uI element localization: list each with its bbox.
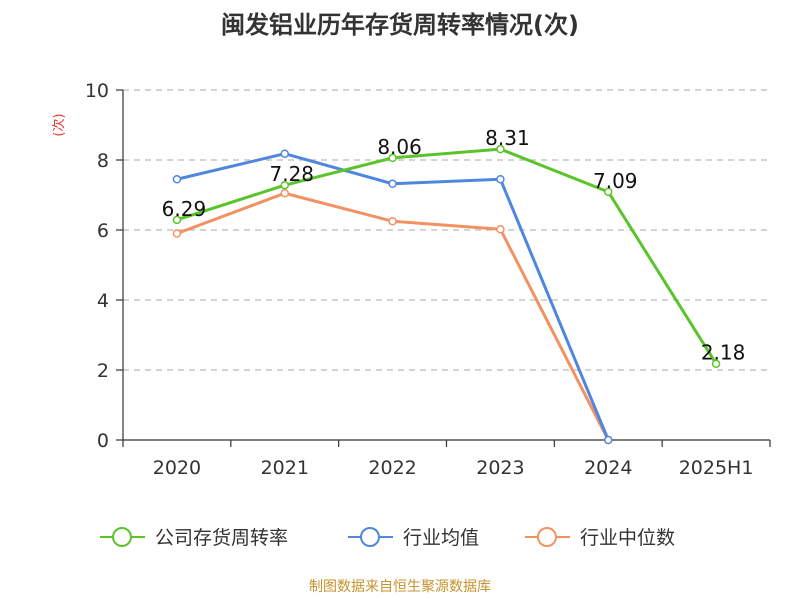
axes: 0 2 4 6 8 10 2020 2021 2022 2023 2024 2025H1 (85, 80, 771, 479)
grid (123, 89, 770, 371)
data-point (172, 175, 182, 184)
x-tick-label: 2023 (476, 457, 524, 479)
data-label: 7.09 (593, 169, 638, 193)
data-labels: 6.29 7.28 8.06 8.31 7.09 2.18 (162, 126, 746, 365)
data-point (172, 215, 182, 225)
series-line (176, 152, 610, 441)
data-point (388, 179, 397, 189)
y-tick-label: 10 (85, 80, 109, 102)
data-point (388, 217, 397, 226)
y-tick-label: 4 (97, 290, 109, 312)
y-axis-label: (次) (51, 113, 67, 136)
data-label: 2.18 (701, 341, 746, 365)
data-point (711, 359, 721, 368)
legend-marker (112, 527, 132, 547)
legend-marker (360, 527, 380, 547)
data-label: 7.28 (269, 162, 314, 186)
data-point (280, 189, 289, 198)
data-point (496, 175, 505, 184)
y-tick-label: 6 (97, 220, 109, 242)
x-tick-label: 2025H1 (679, 457, 754, 479)
data-point (496, 144, 505, 154)
data-label: 6.29 (162, 197, 207, 221)
x-tick-label: 2022 (368, 457, 416, 479)
data-point (496, 225, 505, 234)
legend-label: 公司存货周转率 (155, 527, 288, 549)
data-point (388, 153, 397, 163)
data-label: 8.06 (377, 135, 422, 159)
series-group (172, 144, 721, 445)
y-tick-label: 2 (97, 360, 109, 382)
data-point (172, 229, 182, 238)
data-point (280, 149, 289, 158)
legend-label: 行业均值 (403, 527, 479, 549)
x-tick-label: 2024 (584, 457, 632, 479)
data-point (604, 435, 613, 445)
data-point (604, 187, 613, 197)
data-label: 8.31 (485, 126, 530, 150)
legend: 公司存货周转率 行业均值 行业中位数 (100, 527, 675, 549)
legend-marker (537, 527, 557, 547)
chart-title: 闽发铝业历年存货周转率情况(次) (221, 11, 579, 39)
data-point (280, 180, 289, 190)
source-note: 制图数据来自恒生聚源数据库 (309, 579, 491, 595)
y-tick-label: 0 (97, 430, 109, 452)
series-line (176, 147, 718, 365)
x-tick-label: 2021 (261, 457, 309, 479)
x-tick-label: 2020 (153, 457, 201, 479)
y-tick-label: 8 (97, 150, 109, 172)
legend-label: 行业中位数 (580, 527, 675, 549)
